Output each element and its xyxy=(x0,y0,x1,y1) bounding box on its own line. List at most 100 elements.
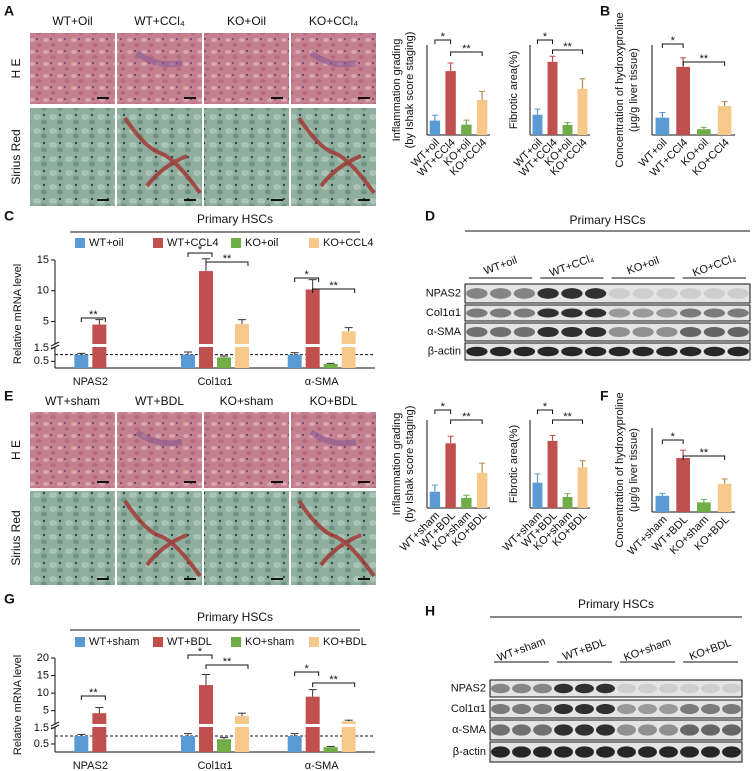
legend-label: KO+CCL4 xyxy=(323,237,373,249)
blot-band xyxy=(489,326,512,338)
blot-band xyxy=(656,288,678,299)
break-mark xyxy=(50,344,60,350)
y-axis-label: Inflammation grading xyxy=(391,39,403,142)
bar xyxy=(577,467,588,508)
blot-band xyxy=(679,308,702,318)
blot-band xyxy=(466,288,488,299)
bar xyxy=(547,61,558,135)
significance-bracket xyxy=(205,261,249,266)
bar xyxy=(287,736,302,752)
significance-label: ** xyxy=(563,411,572,423)
column-header: KO+BDL xyxy=(310,394,358,408)
micrograph xyxy=(117,33,202,104)
micrograph xyxy=(204,412,289,488)
blot-band xyxy=(512,683,531,694)
y-tick-label: 1.5 xyxy=(34,342,49,354)
legend-swatch xyxy=(309,637,319,647)
significance-bracket xyxy=(537,39,553,44)
blot-band xyxy=(513,308,536,318)
significance-bracket xyxy=(312,288,356,293)
bar xyxy=(697,129,711,135)
significance-label: * xyxy=(543,31,548,43)
significance-bracket xyxy=(80,695,106,700)
lane-label: WT+oil xyxy=(482,254,519,277)
column-header: KO+Oil xyxy=(227,14,266,28)
bar xyxy=(461,497,472,508)
significance-bracket xyxy=(661,43,684,48)
significance-label: ** xyxy=(329,674,338,686)
legend-label: KO+BDL xyxy=(323,636,367,648)
blot-band xyxy=(679,288,702,299)
bar xyxy=(445,443,456,508)
bar xyxy=(476,472,488,508)
significance-bracket xyxy=(294,277,320,282)
y-tick-label: 5 xyxy=(43,315,49,327)
lane-label: WT+CCl₄ xyxy=(548,252,596,279)
bar xyxy=(676,458,690,512)
bar xyxy=(655,495,670,512)
blot-band xyxy=(632,288,654,299)
significance-label: ** xyxy=(89,687,98,699)
break-mark xyxy=(50,724,60,730)
y-axis-label: Fibrotic area(%) xyxy=(508,51,520,129)
y-axis-label: Fibrotic area(%) xyxy=(508,425,520,503)
bar xyxy=(287,354,302,368)
blot-band xyxy=(533,683,552,694)
y-axis-label: (μg/g liver tissue) xyxy=(628,428,640,512)
blot-band xyxy=(608,326,631,338)
lane-label: WT+BDL xyxy=(561,637,607,664)
blot-band xyxy=(656,326,678,338)
blot-band xyxy=(722,746,741,758)
blot-band xyxy=(632,346,654,357)
infiltrate xyxy=(135,50,183,68)
blot-band xyxy=(512,746,531,758)
significance-label: ** xyxy=(329,280,338,292)
significance-label: * xyxy=(305,663,310,675)
micrograph xyxy=(204,108,289,206)
blot-band xyxy=(638,746,657,758)
blot-band xyxy=(491,724,510,736)
blot-band xyxy=(703,346,726,357)
blot-band xyxy=(659,746,678,758)
legend-swatch xyxy=(75,637,85,647)
blot-row-label: NPAS2 xyxy=(426,287,461,299)
y-axis-label: Relative mRNA level xyxy=(12,264,24,364)
blot-band xyxy=(727,326,749,338)
micrograph xyxy=(291,33,376,104)
blot-row-label: α-SMA xyxy=(452,724,487,736)
y-tick-label: 20 xyxy=(37,652,49,664)
blot-band xyxy=(617,703,636,715)
bar xyxy=(461,124,472,135)
significance-bracket xyxy=(205,664,249,669)
blot-band xyxy=(561,308,583,318)
bar xyxy=(323,747,338,752)
significance-label: * xyxy=(198,244,203,256)
blot-band xyxy=(584,346,607,357)
micrograph xyxy=(117,412,202,488)
blot-band xyxy=(659,703,678,715)
legend-swatch xyxy=(153,238,163,248)
significance-bracket xyxy=(450,51,483,56)
bar xyxy=(562,124,573,135)
blot-band xyxy=(533,703,552,715)
blot-row-label: α-SMA xyxy=(427,326,462,338)
blot-band xyxy=(537,308,559,318)
significance-bracket xyxy=(434,39,452,44)
significance-label: ** xyxy=(462,43,471,55)
significance-label: * xyxy=(305,269,310,281)
legend-swatch xyxy=(309,238,319,248)
collagen-stain xyxy=(123,116,202,195)
column-header: KO+CCl₄ xyxy=(309,14,358,28)
blot-band xyxy=(491,683,510,694)
x-tick-label: α-SMA xyxy=(305,760,340,771)
blot-band xyxy=(513,326,536,338)
significance-label: ** xyxy=(563,41,572,53)
blot-band xyxy=(489,346,512,357)
lane-label: KO+oil xyxy=(625,255,660,278)
bar xyxy=(217,357,231,368)
y-axis-label: Concentration of hydroxyproline xyxy=(614,12,626,167)
blot-strip xyxy=(489,699,743,719)
blot-band xyxy=(701,703,720,715)
y-axis-label: (μg/g liver tissue) xyxy=(628,48,640,132)
blot-band xyxy=(575,724,594,736)
